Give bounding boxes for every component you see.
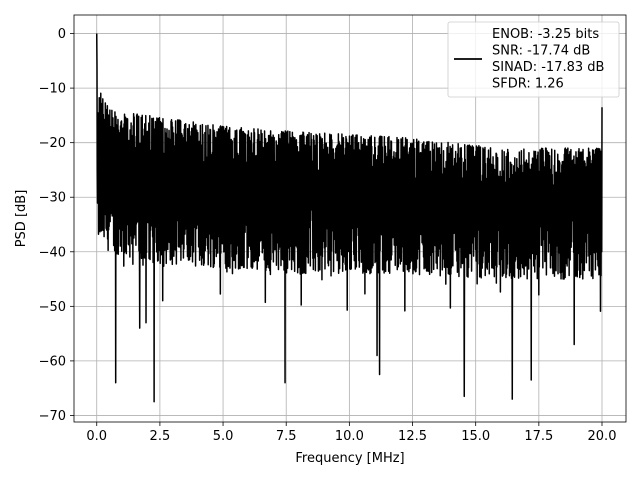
x-tick-label: 0.0 xyxy=(86,429,107,444)
y-tick-label: −10 xyxy=(39,82,66,97)
x-tick-label: 10.0 xyxy=(335,429,364,444)
y-tick-label: −20 xyxy=(39,136,66,151)
y-axis-ticks: 0 −10 −20 −30 −40 −50 −60 −70 xyxy=(39,27,74,424)
x-tick-label: 15.0 xyxy=(461,429,490,444)
y-tick-label: −70 xyxy=(39,409,66,424)
x-axis-ticks: 0.0 2.5 5.0 7.5 10.0 12.5 15.0 17.5 20.0 xyxy=(86,422,616,444)
legend-box xyxy=(447,21,620,98)
legend-line-sfdr: SFDR: 1.26 xyxy=(492,77,564,92)
psd-line xyxy=(95,33,603,403)
y-axis-label: PSD [dB] xyxy=(14,190,29,248)
y-tick-label: 0 xyxy=(58,27,66,42)
y-tick-label: −60 xyxy=(39,354,66,369)
x-tick-label: 12.5 xyxy=(398,429,427,444)
legend: ENOB: -3.25 bits SNR: -17.74 dB SINAD: -… xyxy=(447,21,620,98)
legend-line-sinad: SINAD: -17.83 dB xyxy=(492,60,604,75)
x-tick-label: 5.0 xyxy=(213,429,234,444)
legend-line-snr: SNR: -17.74 dB xyxy=(492,44,590,59)
x-axis-label: Frequency [MHz] xyxy=(295,451,404,466)
x-tick-label: 20.0 xyxy=(588,429,617,444)
psd-series xyxy=(95,33,603,403)
legend-line-enob: ENOB: -3.25 bits xyxy=(492,27,599,42)
plot-frame xyxy=(73,14,627,423)
x-tick-label: 7.5 xyxy=(276,429,297,444)
x-tick-label: 2.5 xyxy=(150,429,171,444)
x-tick-label: 17.5 xyxy=(524,429,553,444)
y-tick-label: −30 xyxy=(39,191,66,206)
y-tick-label: −40 xyxy=(39,245,66,260)
y-tick-label: −50 xyxy=(39,300,66,315)
